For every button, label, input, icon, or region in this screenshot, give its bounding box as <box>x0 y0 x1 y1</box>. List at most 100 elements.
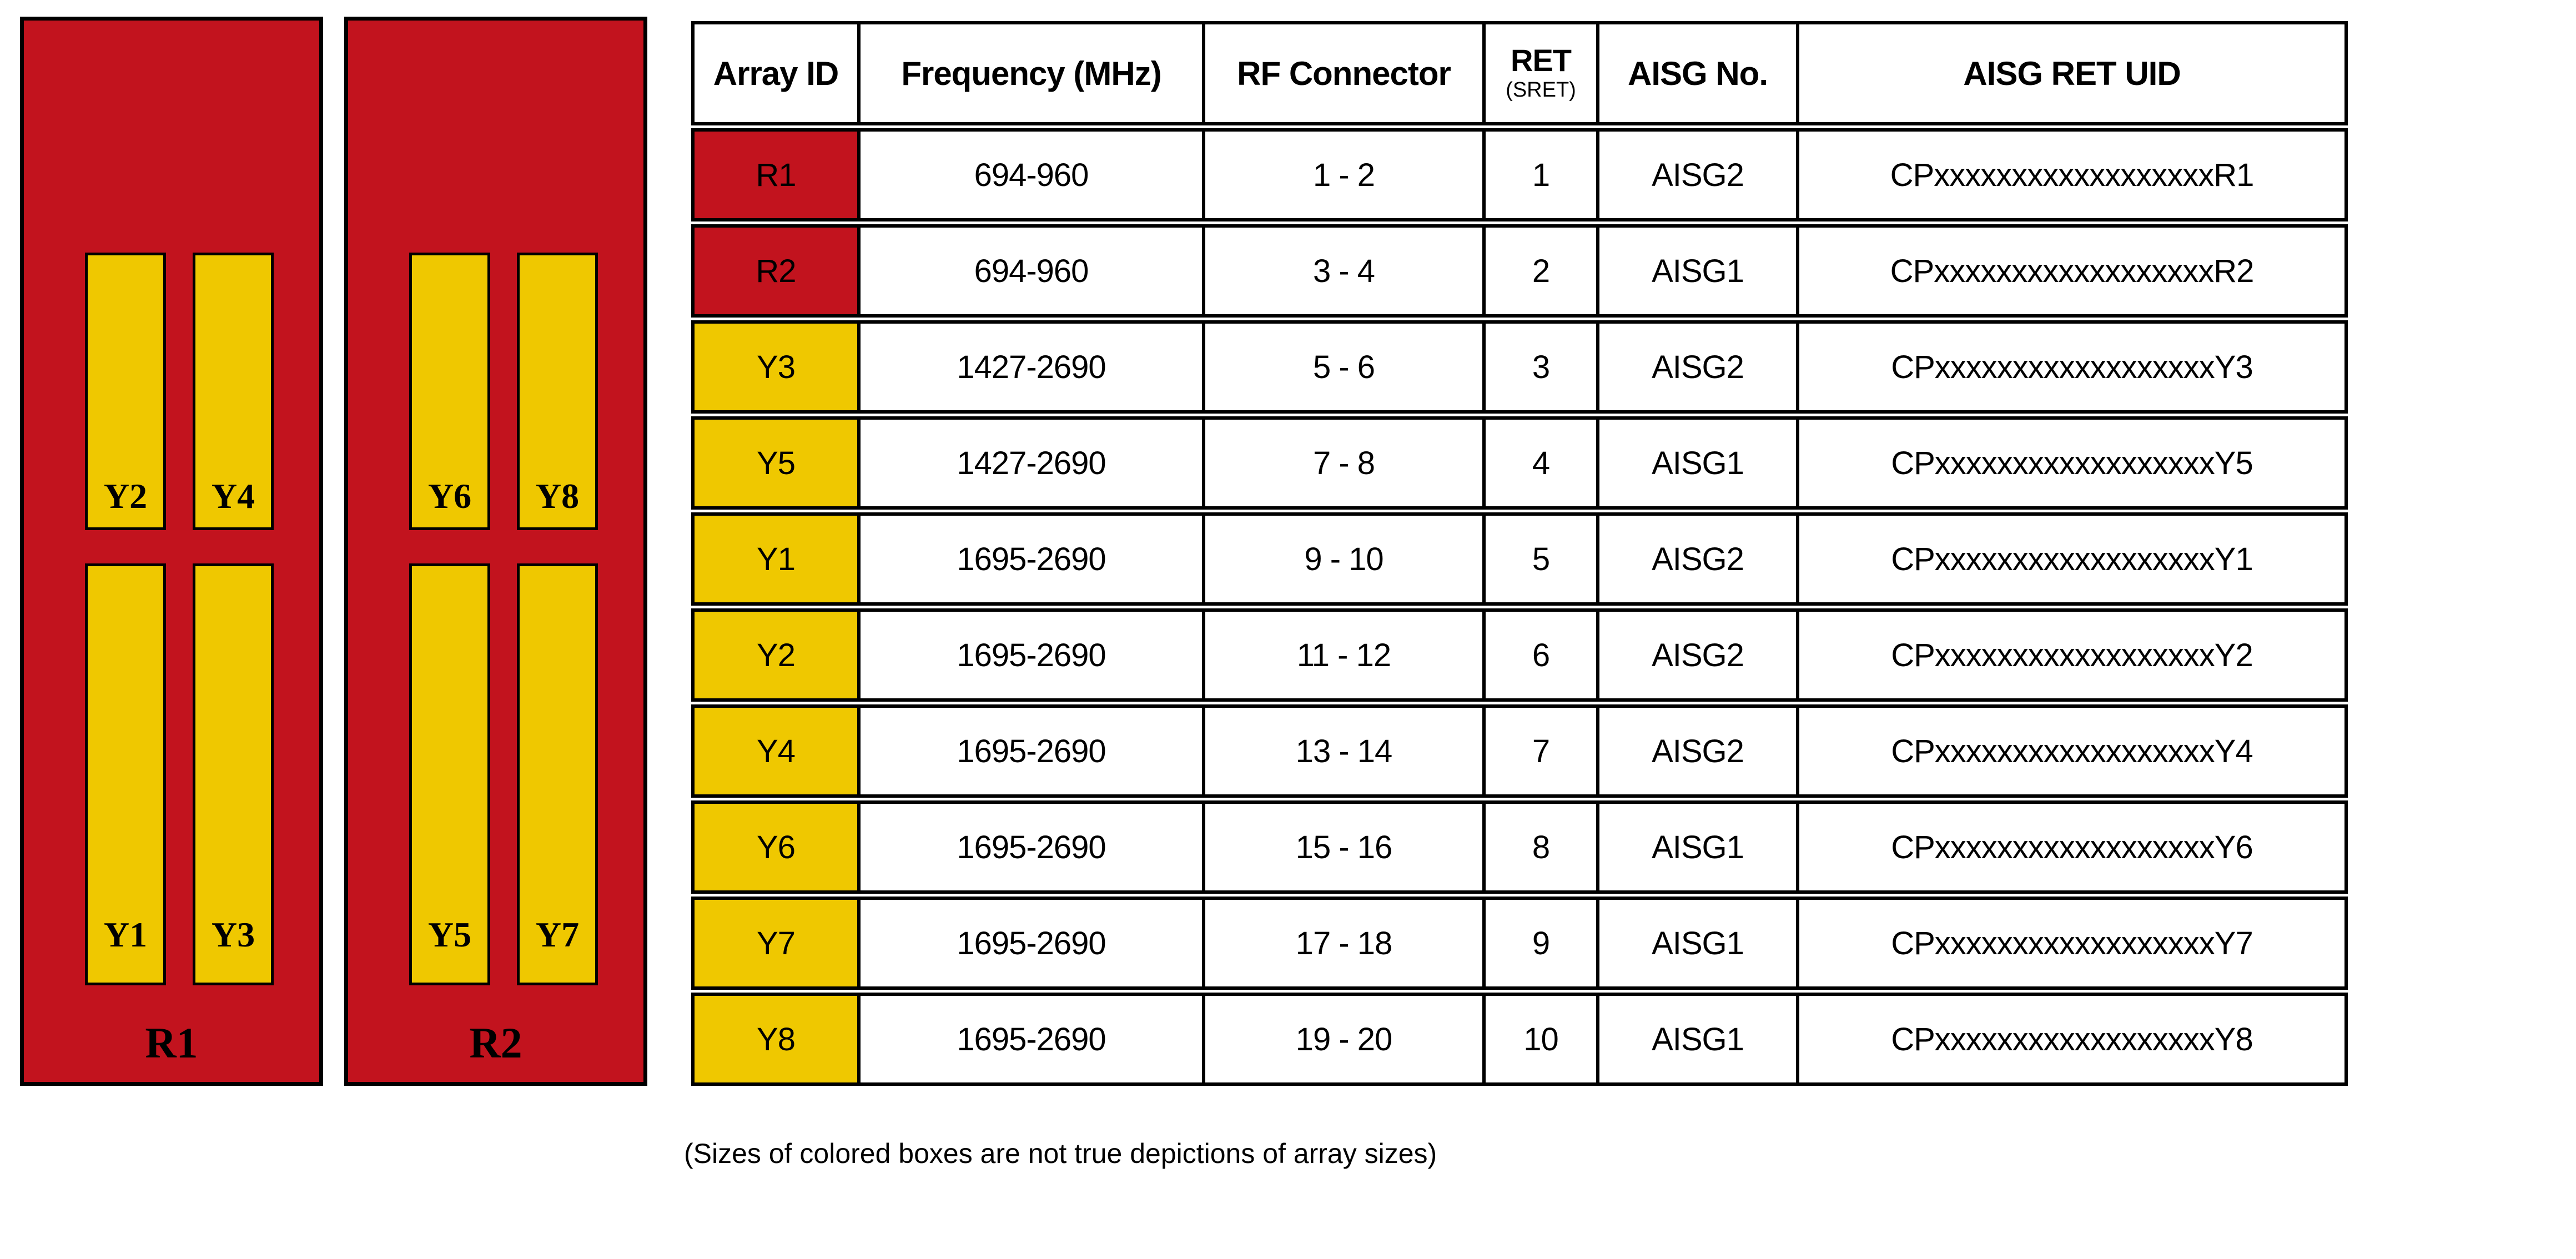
cell-frequency: 1427-2690 <box>857 320 1205 414</box>
header-aisg-no: AISG No. <box>1596 21 1799 125</box>
array-box-y4: Y4 <box>193 253 274 530</box>
table-row-y2: Y2 1695-2690 11 - 12 6 AISG2 CPxxxxxxxxx… <box>691 608 2348 702</box>
header-ret-sub: (SRET) <box>1506 78 1576 102</box>
table-row-y1: Y1 1695-2690 9 - 10 5 AISG2 CPxxxxxxxxxx… <box>691 512 2348 606</box>
cell-ret: 5 <box>1482 512 1599 606</box>
array-box-y5: Y5 <box>409 563 490 985</box>
cell-frequency: 694-960 <box>857 224 1205 318</box>
cell-aisg-no: AISG2 <box>1596 320 1799 414</box>
cell-frequency: 1695-2690 <box>857 800 1205 894</box>
cell-aisg-no: AISG1 <box>1596 897 1799 990</box>
array-box-y6: Y6 <box>409 253 490 530</box>
panel-label-r2: R2 <box>469 1019 522 1067</box>
cell-rf-connector: 1 - 2 <box>1202 128 1486 221</box>
cell-frequency: 1695-2690 <box>857 704 1205 798</box>
cell-rf-connector: 5 - 6 <box>1202 320 1486 414</box>
cell-aisg-ret-uid: CPxxxxxxxxxxxxxxxxxxY3 <box>1796 320 2348 414</box>
cell-array-id: R2 <box>691 224 861 318</box>
cell-ret: 9 <box>1482 897 1599 990</box>
cell-ret: 8 <box>1482 800 1599 894</box>
array-box-y1: Y1 <box>85 563 166 985</box>
table-row-y5: Y5 1427-2690 7 - 8 4 AISG1 CPxxxxxxxxxxx… <box>691 416 2348 510</box>
panel-label-r1: R1 <box>145 1019 198 1067</box>
cell-aisg-no: AISG1 <box>1596 800 1799 894</box>
table-row-r1: R1 694-960 1 - 2 1 AISG2 CPxxxxxxxxxxxxx… <box>691 128 2348 221</box>
cell-array-id: Y6 <box>691 800 861 894</box>
table-row-y4: Y4 1695-2690 13 - 14 7 AISG2 CPxxxxxxxxx… <box>691 704 2348 798</box>
cell-ret: 10 <box>1482 993 1599 1086</box>
cell-aisg-ret-uid: CPxxxxxxxxxxxxxxxxxxY5 <box>1796 416 2348 510</box>
array-label-y3: Y3 <box>211 915 255 954</box>
array-label-y6: Y6 <box>427 476 472 516</box>
cell-aisg-no: AISG1 <box>1596 224 1799 318</box>
cell-aisg-ret-uid: CPxxxxxxxxxxxxxxxxxxY1 <box>1796 512 2348 606</box>
array-label-y8: Y8 <box>535 476 580 516</box>
cell-ret: 2 <box>1482 224 1599 318</box>
antenna-panel-r1: Y2 Y4 Y1 Y3 R1 <box>20 17 323 1086</box>
header-ret-main: RET <box>1511 43 1572 78</box>
cell-rf-connector: 11 - 12 <box>1202 608 1486 702</box>
cell-array-id: Y7 <box>691 897 861 990</box>
cell-aisg-ret-uid: CPxxxxxxxxxxxxxxxxxxR1 <box>1796 128 2348 221</box>
cell-aisg-no: AISG2 <box>1596 512 1799 606</box>
cell-rf-connector: 13 - 14 <box>1202 704 1486 798</box>
table-row-y8: Y8 1695-2690 19 - 20 10 AISG1 CPxxxxxxxx… <box>691 993 2348 1086</box>
cell-ret: 1 <box>1482 128 1599 221</box>
cell-array-id: Y8 <box>691 993 861 1086</box>
antenna-panel-r2: Y6 Y8 Y5 Y7 R2 <box>344 17 647 1086</box>
header-frequency: Frequency (MHz) <box>857 21 1205 125</box>
cell-ret: 7 <box>1482 704 1599 798</box>
table-row-y6: Y6 1695-2690 15 - 16 8 AISG1 CPxxxxxxxxx… <box>691 800 2348 894</box>
header-array-id: Array ID <box>691 21 861 125</box>
array-box-y7: Y7 <box>517 563 598 985</box>
array-label-y2: Y2 <box>103 476 148 516</box>
port-configuration-table: Array ID Frequency (MHz) RF Connector RE… <box>691 21 2348 1086</box>
header-rf-connector: RF Connector <box>1202 21 1486 125</box>
table-row-y7: Y7 1695-2690 17 - 18 9 AISG1 CPxxxxxxxxx… <box>691 897 2348 990</box>
cell-aisg-no: AISG2 <box>1596 608 1799 702</box>
header-ret: RET (SRET) <box>1482 21 1599 125</box>
cell-rf-connector: 17 - 18 <box>1202 897 1486 990</box>
cell-ret: 6 <box>1482 608 1599 702</box>
array-box-y2: Y2 <box>85 253 166 530</box>
cell-rf-connector: 15 - 16 <box>1202 800 1486 894</box>
cell-array-id: Y1 <box>691 512 861 606</box>
array-label-y1: Y1 <box>103 915 148 954</box>
cell-array-id: R1 <box>691 128 861 221</box>
cell-aisg-no: AISG1 <box>1596 993 1799 1086</box>
cell-aisg-ret-uid: CPxxxxxxxxxxxxxxxxxxY4 <box>1796 704 2348 798</box>
cell-aisg-ret-uid: CPxxxxxxxxxxxxxxxxxxY6 <box>1796 800 2348 894</box>
cell-aisg-no: AISG1 <box>1596 416 1799 510</box>
array-label-y7: Y7 <box>535 915 580 954</box>
cell-rf-connector: 7 - 8 <box>1202 416 1486 510</box>
cell-frequency: 694-960 <box>857 128 1205 221</box>
cell-ret: 4 <box>1482 416 1599 510</box>
cell-frequency: 1695-2690 <box>857 993 1205 1086</box>
array-label-y4: Y4 <box>211 476 255 516</box>
cell-frequency: 1427-2690 <box>857 416 1205 510</box>
cell-frequency: 1695-2690 <box>857 512 1205 606</box>
cell-array-id: Y5 <box>691 416 861 510</box>
table-row-y3: Y3 1427-2690 5 - 6 3 AISG2 CPxxxxxxxxxxx… <box>691 320 2348 414</box>
cell-aisg-ret-uid: CPxxxxxxxxxxxxxxxxxxY8 <box>1796 993 2348 1086</box>
array-box-y3: Y3 <box>193 563 274 985</box>
cell-array-id: Y3 <box>691 320 861 414</box>
sizes-disclaimer-caption: (Sizes of colored boxes are not true dep… <box>684 1138 1437 1169</box>
cell-rf-connector: 3 - 4 <box>1202 224 1486 318</box>
cell-aisg-ret-uid: CPxxxxxxxxxxxxxxxxxxY2 <box>1796 608 2348 702</box>
cell-frequency: 1695-2690 <box>857 608 1205 702</box>
cell-array-id: Y2 <box>691 608 861 702</box>
cell-aisg-no: AISG2 <box>1596 128 1799 221</box>
cell-array-id: Y4 <box>691 704 861 798</box>
table-header-row: Array ID Frequency (MHz) RF Connector RE… <box>691 21 2348 125</box>
cell-aisg-ret-uid: CPxxxxxxxxxxxxxxxxxxR2 <box>1796 224 2348 318</box>
cell-frequency: 1695-2690 <box>857 897 1205 990</box>
array-label-y5: Y5 <box>427 915 472 954</box>
table-row-r2: R2 694-960 3 - 4 2 AISG1 CPxxxxxxxxxxxxx… <box>691 224 2348 318</box>
cell-rf-connector: 9 - 10 <box>1202 512 1486 606</box>
header-aisg-ret-uid: AISG RET UID <box>1796 21 2348 125</box>
cell-aisg-no: AISG2 <box>1596 704 1799 798</box>
cell-rf-connector: 19 - 20 <box>1202 993 1486 1086</box>
array-box-y8: Y8 <box>517 253 598 530</box>
